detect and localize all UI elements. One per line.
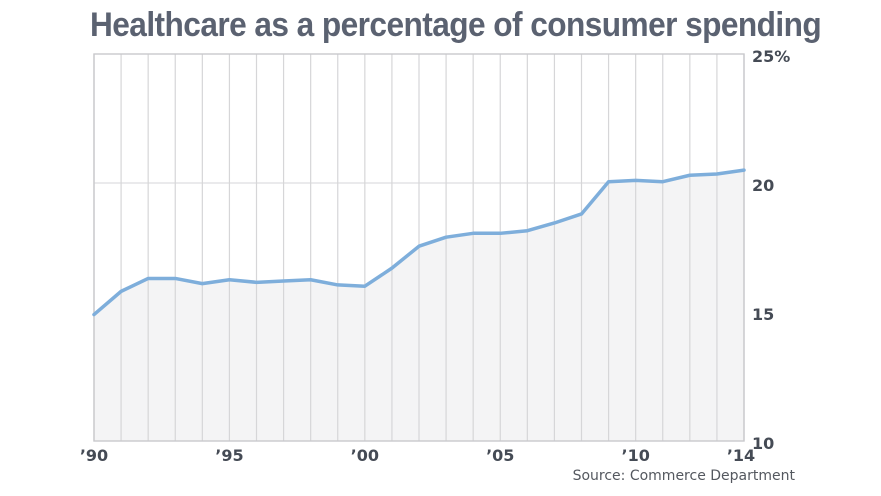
x-tick-label: ’90 <box>80 446 108 465</box>
data-point <box>201 282 204 285</box>
series-line <box>92 168 746 317</box>
x-tick-label: ’95 <box>215 446 243 465</box>
data-point <box>445 236 448 239</box>
data-point <box>120 290 123 293</box>
data-point <box>174 277 177 280</box>
data-point <box>363 285 366 288</box>
data-point <box>255 281 258 284</box>
data-point <box>499 232 502 235</box>
y-tick-label: 15 <box>752 305 774 324</box>
chart-title: Healthcare as a percentage of consumer s… <box>90 6 822 44</box>
data-point <box>147 277 150 280</box>
data-point <box>336 283 339 286</box>
y-axis-ticks: 25% 20 15 10 <box>752 47 790 453</box>
data-point <box>634 179 637 182</box>
y-tick-label: 25% <box>752 47 790 66</box>
data-point <box>553 221 556 224</box>
y-tick-label: 20 <box>752 176 774 195</box>
data-point <box>282 280 285 283</box>
data-point <box>607 180 610 183</box>
data-point <box>93 313 96 316</box>
y-tick-label: 10 <box>752 434 774 453</box>
x-tick-label: ’10 <box>621 446 649 465</box>
data-point <box>390 267 393 270</box>
data-point <box>580 212 583 215</box>
data-point <box>472 232 475 235</box>
data-point <box>418 245 421 248</box>
data-point <box>309 278 312 281</box>
data-point <box>715 172 718 175</box>
data-point <box>743 169 746 172</box>
x-tick-label: ’14 <box>727 446 755 465</box>
data-point <box>688 174 691 177</box>
source-note: Source: Commerce Department <box>573 468 796 484</box>
x-tick-label: ’05 <box>486 446 514 465</box>
data-point <box>228 278 231 281</box>
x-axis-ticks: ’90 ’95 ’00 ’05 ’10 ’14 <box>80 446 755 465</box>
vertical-gridlines <box>93 54 745 441</box>
plot-frame <box>93 53 745 442</box>
x-tick-label: ’00 <box>351 446 379 465</box>
data-point <box>661 180 664 183</box>
data-point <box>526 229 529 232</box>
